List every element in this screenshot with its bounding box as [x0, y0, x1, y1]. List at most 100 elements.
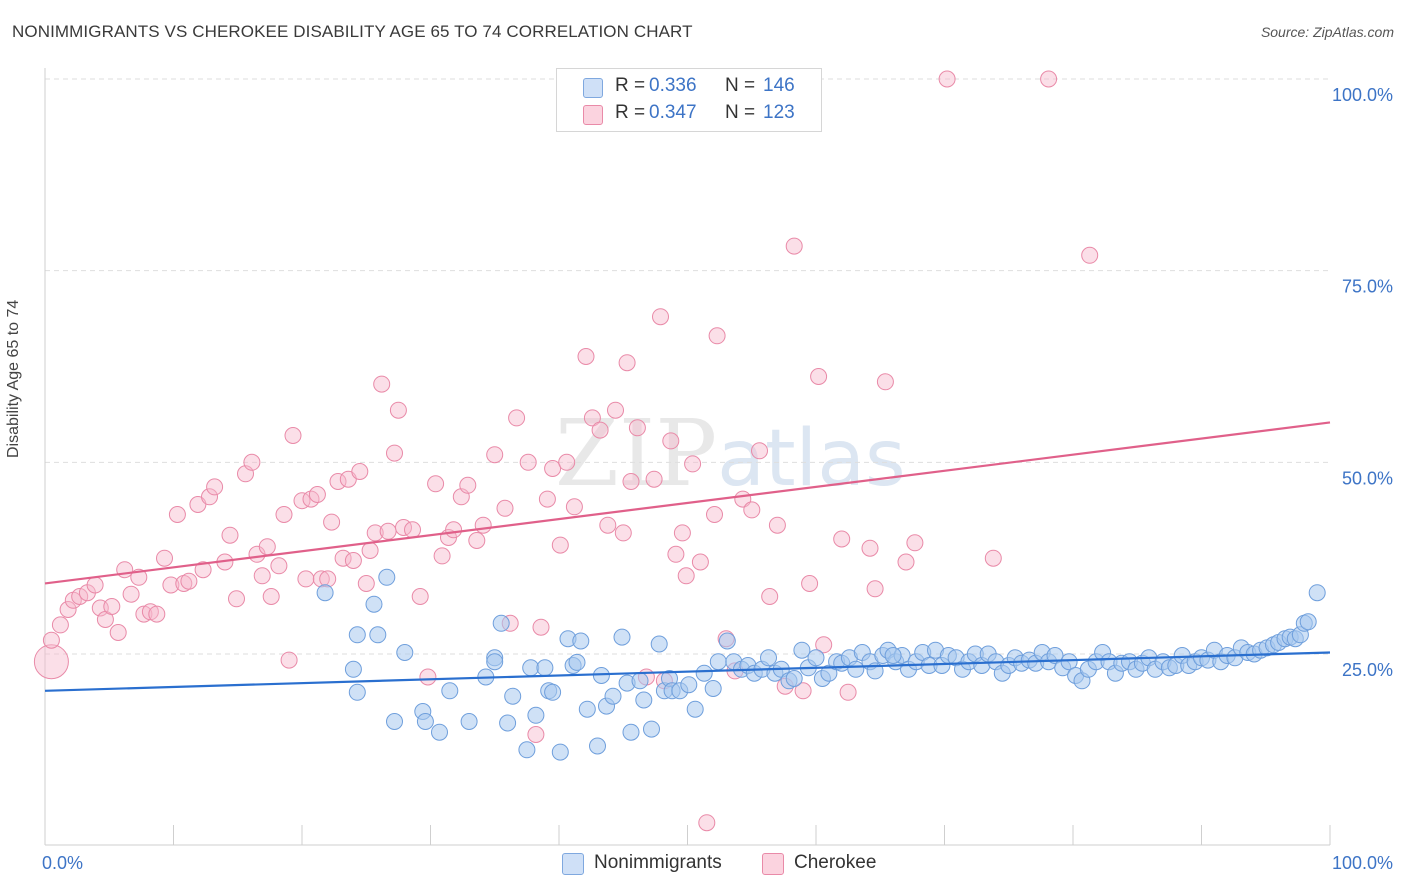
cherokee-point	[243, 453, 261, 471]
cherokee-point	[591, 421, 609, 439]
cherokee-point	[122, 585, 140, 603]
cherokee-point	[109, 624, 127, 641]
legend-swatch-nonimmigrants	[583, 78, 603, 98]
x-tick-label: 100.0%	[1332, 853, 1393, 873]
nonimmigrants-point	[536, 659, 554, 677]
cherokee-point	[628, 419, 646, 437]
cherokee-point	[565, 498, 583, 516]
cherokee-point	[329, 473, 347, 490]
nonimmigrants-point	[884, 647, 902, 664]
nonimmigrants-point	[416, 713, 434, 730]
nonimmigrants-point	[386, 713, 403, 730]
cherokee-point	[785, 237, 803, 255]
cherokee-point	[743, 501, 761, 519]
cherokee-point	[379, 522, 397, 540]
legend-n-label: N =	[725, 102, 756, 123]
legend-n-label: N =	[725, 75, 756, 96]
cherokee-point	[761, 588, 779, 605]
cherokee-point	[938, 70, 956, 88]
cherokee-point	[404, 521, 421, 539]
cherokee-point	[168, 506, 186, 523]
nonimmigrants-point	[589, 737, 606, 755]
cherokee-point	[544, 460, 562, 477]
cherokee-point	[815, 636, 833, 654]
trend-lines	[44, 421, 1331, 692]
cherokee-point	[284, 427, 302, 444]
y-tick-label: 100.0%	[1332, 85, 1393, 105]
nonimmigrants-point	[369, 626, 387, 644]
cherokee-point	[308, 486, 326, 503]
cherokee-point	[323, 513, 341, 531]
cherokee-point	[411, 588, 429, 605]
cherokee-point	[445, 521, 463, 539]
cherokee-point	[645, 470, 663, 488]
nonimmigrants-point	[522, 659, 540, 677]
cherokee-point	[86, 576, 104, 594]
cherokee-point	[876, 373, 894, 391]
cherokee-point	[468, 532, 486, 549]
nonimmigrants-trend-line	[44, 651, 1331, 692]
bottom-legend-label: Nonimmigrants	[594, 852, 722, 873]
bottom-legend-swatch-cherokee	[762, 853, 784, 875]
bottom-legend-label: Cherokee	[794, 852, 877, 873]
cherokee-point	[275, 506, 293, 523]
y-axis-label: Disability Age 65 to 74	[5, 299, 22, 458]
cherokee-point	[221, 526, 239, 544]
cherokee-point	[389, 401, 407, 419]
cherokee-points	[33, 70, 1099, 832]
nonimmigrants-point	[760, 649, 777, 667]
bottom-legend-swatch-nonimmigrants	[562, 853, 584, 875]
cherokee-point	[861, 539, 879, 557]
nonimmigrants-point	[460, 713, 478, 730]
watermark-zip: ZIP	[555, 400, 718, 507]
cherokee-point	[794, 682, 812, 700]
source-label: Source: ZipAtlas.com	[1260, 24, 1394, 40]
nonimmigrants-point	[650, 635, 668, 653]
cherokee-point	[508, 409, 526, 427]
cherokee-point	[459, 476, 477, 494]
nonimmigrants-point	[1299, 613, 1317, 631]
cherokee-point	[344, 552, 362, 569]
cherokee-point	[103, 598, 121, 615]
nonimmigrants-point	[365, 595, 383, 613]
cherokee-point	[156, 549, 173, 567]
cherokee-point	[116, 561, 134, 579]
cherokee-point	[51, 616, 69, 634]
cherokee-point	[141, 603, 159, 621]
cherokee-point	[334, 549, 352, 567]
cherokee-point	[297, 570, 315, 588]
legend-r-value: 0.336	[649, 75, 697, 96]
axes	[44, 68, 1331, 846]
cherokee-point	[839, 683, 857, 701]
nonimmigrants-point	[378, 568, 396, 586]
nonimmigrants-point	[613, 628, 631, 646]
cherokee-point	[622, 473, 640, 490]
nonimmigrants-point	[544, 683, 562, 701]
nonimmigrants-point	[847, 660, 865, 678]
cherokee-point	[357, 575, 375, 592]
stats-legend: R = 0.336 N = 146 R = 0.347 N = 123	[556, 68, 822, 132]
cherokee-point	[162, 576, 180, 594]
cherokee-point	[607, 401, 624, 419]
nonimmigrants-point	[441, 682, 459, 700]
cherokee-point	[810, 368, 828, 385]
cherokee-point	[698, 814, 716, 832]
legend-swatch-cherokee	[583, 105, 603, 125]
cherokee-point	[206, 478, 224, 496]
cherokee-point	[1040, 70, 1058, 88]
cherokee-point	[662, 432, 680, 450]
cherokee-point	[618, 354, 636, 372]
nonimmigrants-points	[316, 568, 1326, 761]
legend-n-value: 146	[763, 75, 795, 96]
nonimmigrants-point	[578, 700, 596, 718]
nonimmigrants-point	[793, 641, 811, 659]
cherokee-point	[519, 453, 537, 471]
cherokee-point	[258, 538, 276, 556]
y-tick-label: 75.0%	[1342, 277, 1393, 297]
cherokee-point	[684, 455, 702, 473]
cherokee-point	[42, 631, 60, 649]
cherokee-point	[59, 601, 77, 618]
cherokee-point	[897, 553, 915, 571]
cherokee-point	[673, 524, 691, 542]
nonimmigrants-point	[604, 687, 622, 705]
